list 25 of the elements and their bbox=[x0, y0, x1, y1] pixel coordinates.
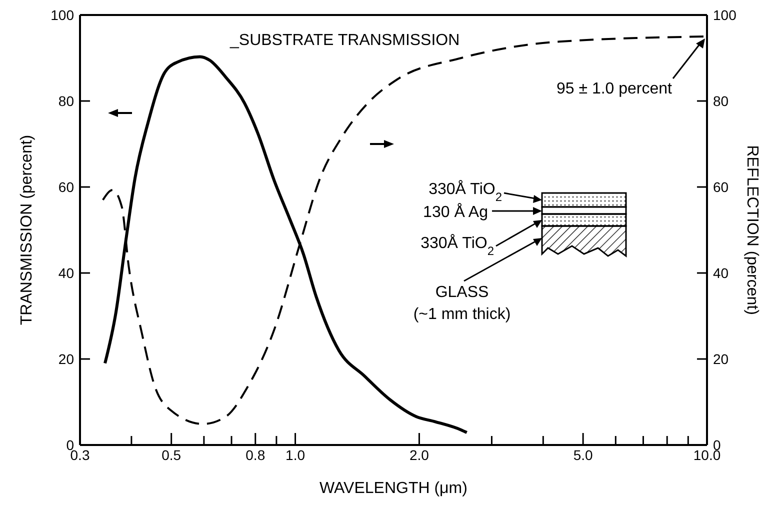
x-tick-label: 2.0 bbox=[409, 446, 430, 463]
annotation: _SUBSTRATE TRANSMISSION bbox=[229, 32, 460, 49]
y-tick-label: 40 bbox=[58, 264, 74, 281]
y-tick-label: 100 bbox=[50, 6, 74, 23]
x-tick-label: 0.5 bbox=[162, 446, 182, 463]
y2-tick-label: 20 bbox=[713, 350, 729, 367]
y-axis-title: TRANSMISSION (percent) bbox=[18, 134, 36, 326]
y2-tick-label: 40 bbox=[713, 264, 729, 281]
x-tick-label: 1.0 bbox=[286, 446, 306, 463]
annotation: 95 ± 1.0 percent bbox=[556, 80, 673, 98]
y2-tick-label: 80 bbox=[713, 92, 729, 109]
annotation: (~1 mm thick) bbox=[413, 306, 511, 323]
y-tick-label: 20 bbox=[58, 350, 74, 367]
annotation: GLASS bbox=[435, 284, 489, 301]
x-axis-title: WAVELENGTH (μm) bbox=[320, 480, 468, 497]
annotation: 330Å TiO$_{2}$ bbox=[420, 234, 494, 258]
y2-axis-title: REFLECTION (percent) bbox=[743, 145, 760, 315]
annotation: 330Å TiO$_{2}$ bbox=[428, 180, 502, 204]
x-tick-label: 0.8 bbox=[246, 446, 266, 463]
y-tick-label: 80 bbox=[58, 92, 74, 109]
annotation: 130 Å Ag bbox=[423, 203, 488, 221]
y2-tick-label: 100 bbox=[713, 6, 737, 23]
x-tick-label: 5.0 bbox=[573, 446, 593, 463]
y2-tick-label: 60 bbox=[713, 178, 729, 195]
y-tick-label: 60 bbox=[58, 178, 74, 195]
